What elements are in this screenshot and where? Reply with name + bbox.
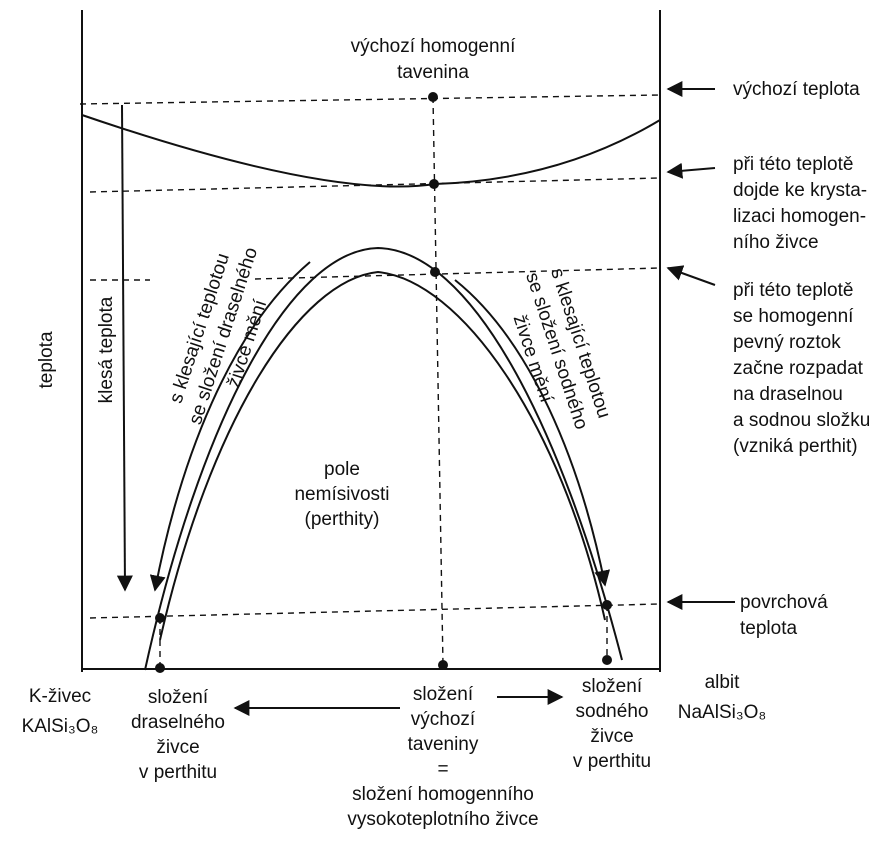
label-line: začne rozpadat	[733, 358, 864, 379]
label-line: složení	[148, 687, 209, 708]
label-line: taveniny	[408, 734, 479, 755]
label-line: živce	[156, 737, 199, 758]
label-line: (perthity)	[305, 509, 380, 530]
label-line: teplota	[740, 618, 797, 639]
label-line: při této teplotě	[733, 154, 853, 175]
points	[155, 92, 612, 673]
label-line: nemísivosti	[294, 484, 389, 505]
label-line: v perthitu	[573, 751, 651, 772]
label-line: vysokoteplotního živce	[347, 809, 538, 830]
label-line: (vzniká perthit)	[733, 436, 858, 457]
label-line: složení	[582, 676, 643, 697]
label-line: pevný roztok	[733, 332, 841, 353]
arrows	[116, 81, 735, 716]
label-line: sodného	[576, 701, 649, 722]
label-line: pole	[324, 459, 360, 480]
label-line: dojde ke krysta-	[733, 180, 867, 201]
label-line: lizaci homogen-	[733, 206, 866, 227]
label-line: KAlSi₃O₈	[22, 716, 99, 737]
label-line: =	[437, 759, 448, 780]
label-line: K-živec	[29, 686, 91, 707]
label-line: ního živce	[733, 232, 819, 253]
label-line: živce	[590, 726, 633, 747]
axis-label: teplota	[36, 331, 57, 388]
curves	[81, 114, 661, 671]
label-line: albit	[705, 672, 741, 693]
right-label: výchozí teplota	[733, 79, 860, 100]
label-line: při této teplotě	[733, 280, 853, 301]
labels: teplota klesá teplota výchozí homogenní …	[22, 36, 871, 830]
arrow-label: klesá teplota	[96, 296, 117, 403]
label-line: výchozí	[411, 709, 476, 730]
label-line: na draselnou	[733, 384, 843, 405]
label-line: NaAlSi₃O₈	[678, 702, 766, 723]
label-line: složení homogenního	[352, 784, 534, 805]
dashed-lines	[79, 94, 661, 668]
label-line: složení	[413, 684, 474, 705]
label-line: povrchová	[740, 592, 828, 613]
label-line: v perthitu	[139, 762, 217, 783]
label-line: draselného	[131, 712, 225, 733]
top-label: výchozí homogenní	[351, 36, 516, 57]
top-label: tavenina	[397, 62, 469, 83]
label-line: se homogenní	[733, 306, 854, 327]
label-line: a sodnou složku	[733, 410, 870, 431]
